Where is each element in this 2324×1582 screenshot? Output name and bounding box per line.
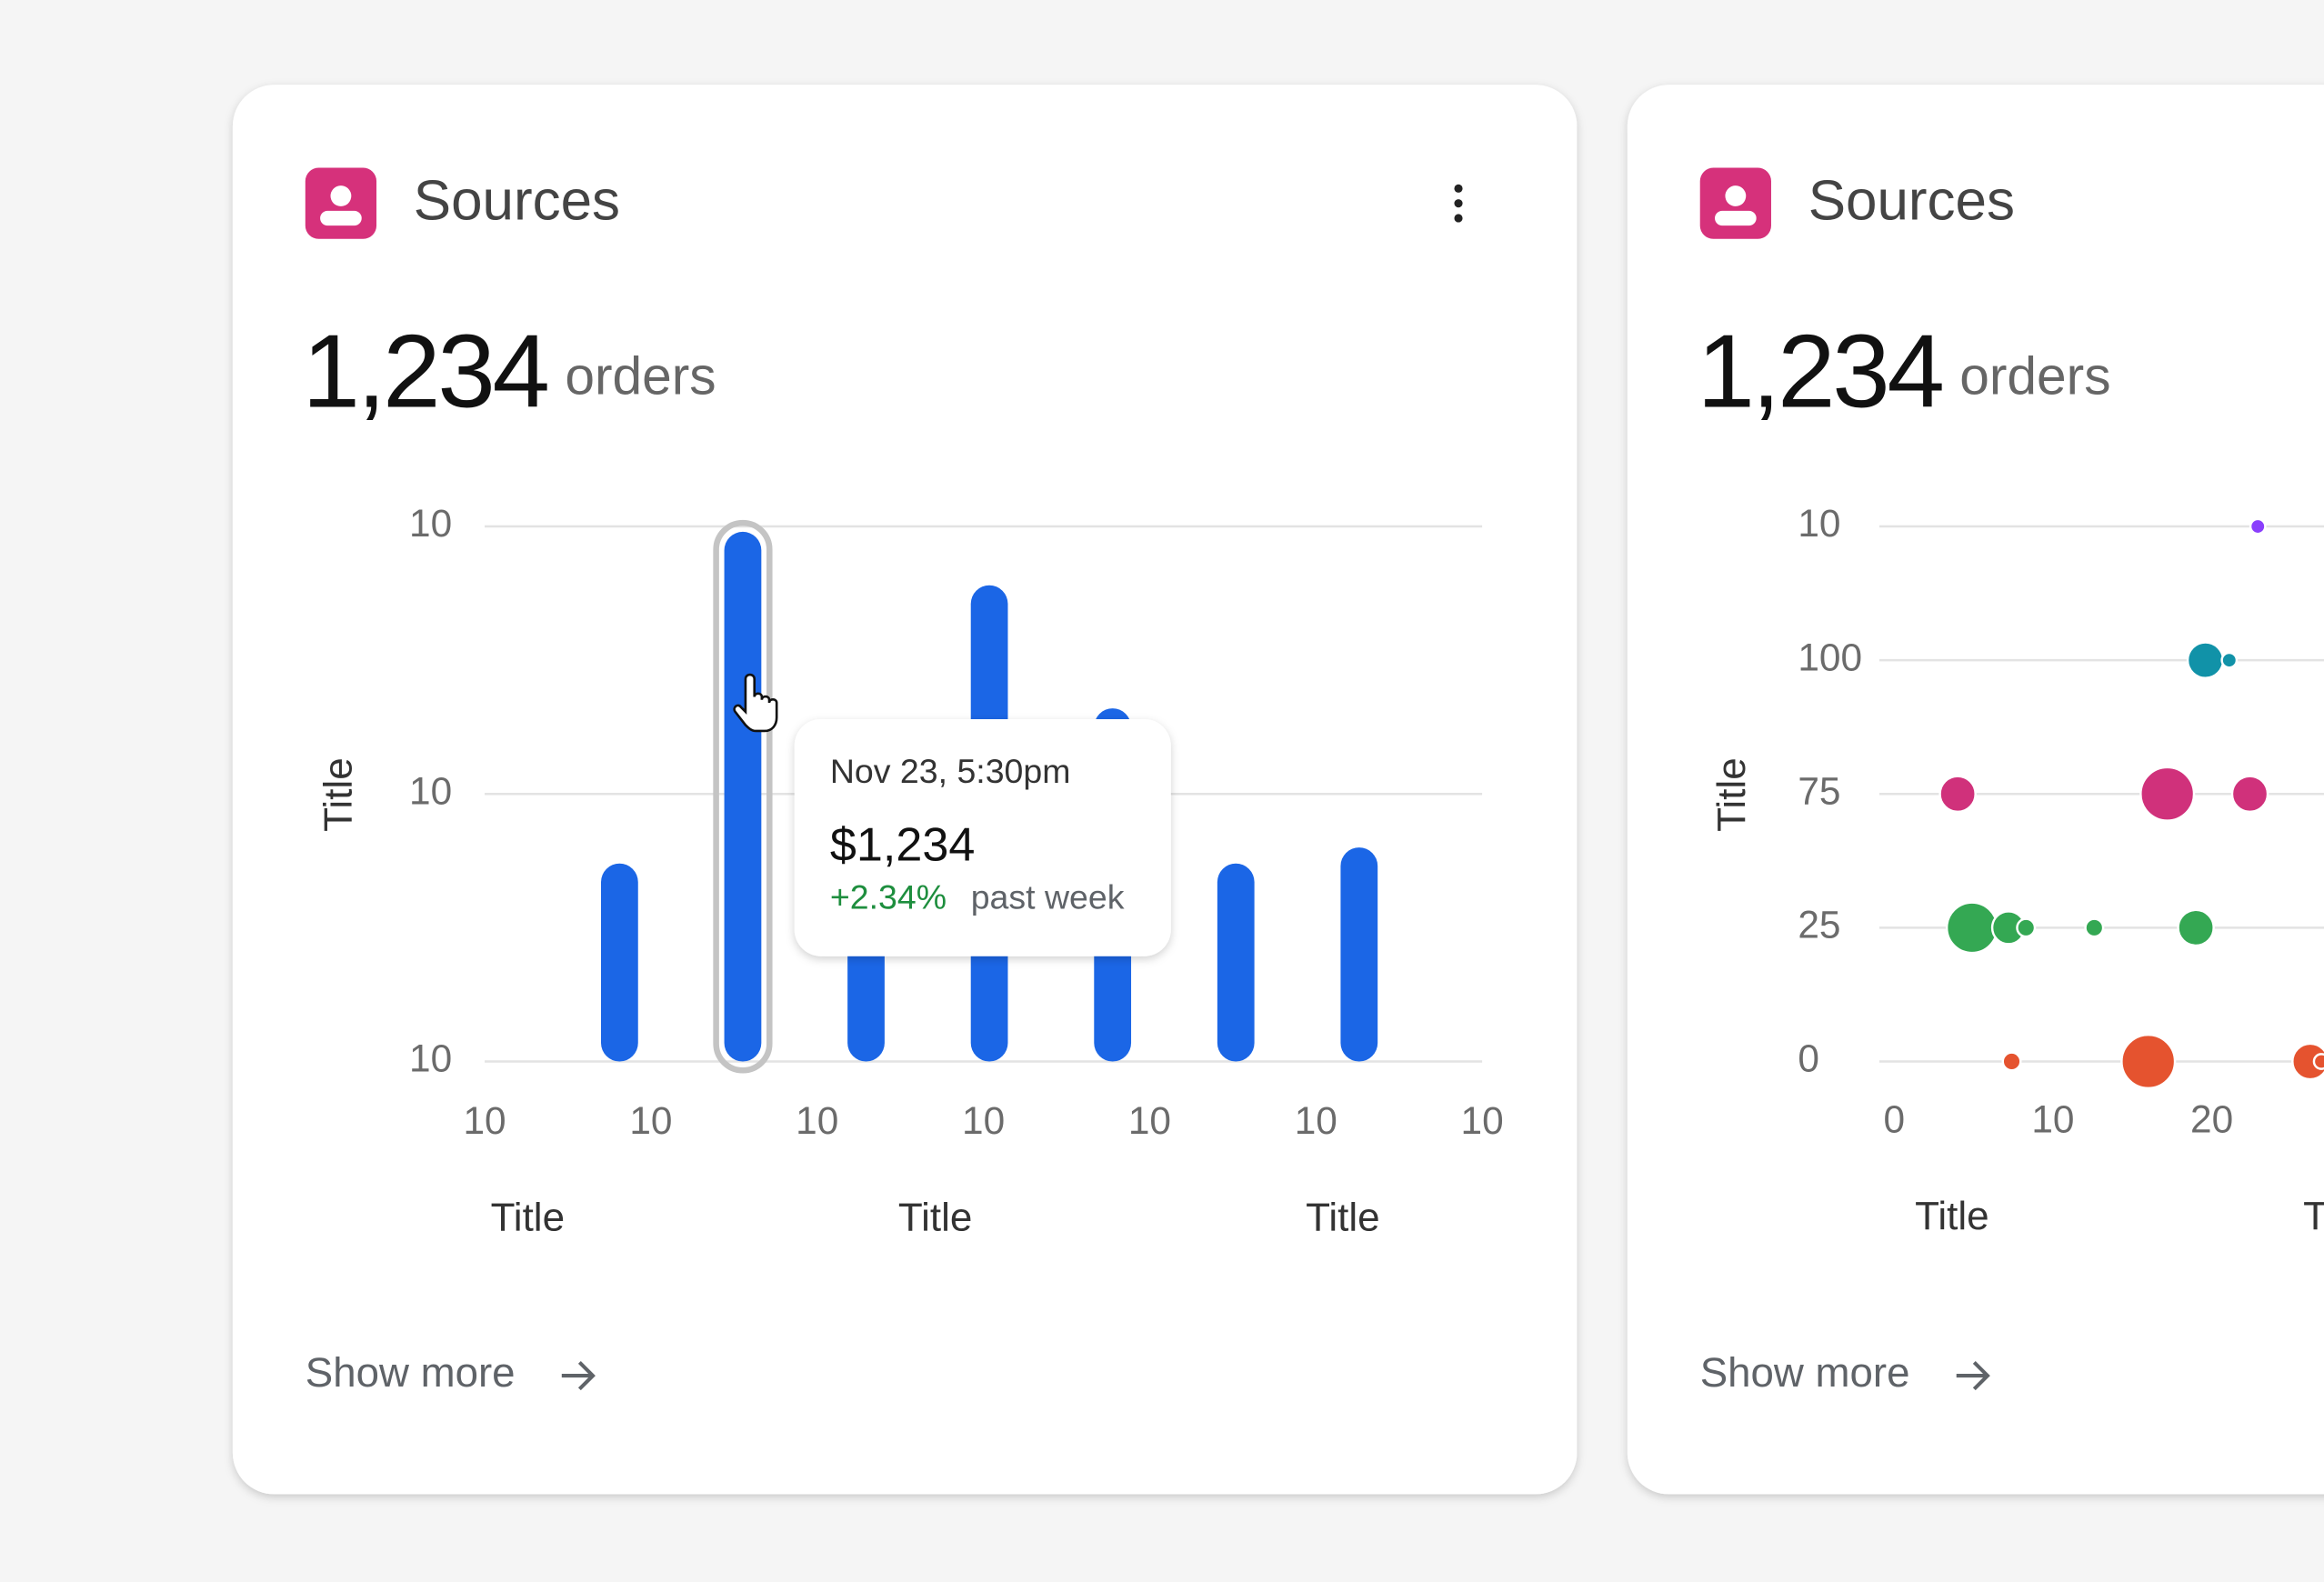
icon-head [1725, 185, 1747, 206]
bubble [2016, 917, 2037, 938]
show-more[interactable]: Show more [306, 1349, 516, 1396]
bar [601, 863, 638, 1062]
tooltip-date: Nov 23, 5:30pm [830, 752, 1071, 790]
bubble [2001, 1051, 2022, 1072]
metric-unit: orders [565, 346, 716, 406]
x-tick-label: 10 [1295, 1099, 1337, 1142]
menu-dot[interactable] [1454, 184, 1463, 193]
x-axis-title: Title [898, 1196, 973, 1240]
y-tick-label: 0 [1798, 1037, 1819, 1080]
show-more[interactable]: Show more [1700, 1349, 1910, 1396]
card-title: Sources [414, 170, 620, 233]
y-tick-label: 10 [1798, 502, 1840, 545]
bubble [2220, 651, 2239, 669]
metric: 1,234 orders [1697, 315, 2110, 430]
menu-dot[interactable] [1454, 199, 1463, 208]
bubble [2139, 766, 2196, 822]
icon-body [320, 210, 362, 226]
tooltip-period: past week [971, 878, 1125, 916]
y-tick-label: 25 [1798, 904, 1840, 946]
bubble [2230, 775, 2269, 814]
x-tick-label: 10 [2031, 1098, 2074, 1141]
bubble [2084, 917, 2105, 938]
metric-value: 1,234 [1697, 315, 1942, 430]
bubble [2186, 641, 2225, 679]
tooltip-box [794, 718, 1171, 956]
metric: 1,234 orders [303, 315, 716, 430]
x-axis-title: Title [491, 1196, 566, 1240]
tooltip-value: $1,234 [830, 819, 976, 872]
bubble [2120, 1033, 2177, 1090]
metric-unit: orders [1959, 346, 2110, 406]
bubble [1945, 901, 1998, 955]
bubble [1938, 775, 1977, 814]
y-tick-label: 10 [409, 502, 452, 545]
y-tick-label: 100 [1798, 636, 1862, 678]
icon-head [330, 185, 352, 206]
cursor [733, 673, 778, 733]
x-tick-label: 0 [1883, 1098, 1905, 1141]
x-tick-label: 10 [962, 1099, 1005, 1142]
y-axis-title: Title [1709, 757, 1754, 831]
arrow-icon [1956, 1360, 1990, 1391]
card-title: Sources [1808, 170, 2015, 233]
x-tick-label: 10 [1128, 1099, 1171, 1142]
metric-value: 1,234 [303, 315, 548, 430]
bubble [2249, 517, 2267, 536]
x-tick-label: 20 [2190, 1098, 2233, 1141]
tooltip-change: +2.34% [830, 878, 947, 916]
bar [1340, 847, 1378, 1062]
x-axis-title: Title [1306, 1196, 1380, 1240]
y-tick-label: 75 [1798, 769, 1840, 812]
card-icon [1699, 167, 1771, 239]
tooltip: Nov 23, 5:30pm $1,234 +2.34% past week [794, 718, 1171, 956]
icon-body [1715, 210, 1757, 226]
x-tick-label: 10 [629, 1099, 672, 1142]
y-axis-title: Title [316, 757, 361, 831]
bar-highlight [713, 519, 773, 1074]
bar [724, 531, 762, 1062]
bar [1217, 863, 1255, 1062]
bubble [2312, 1053, 2324, 1070]
y-tick-label: 10 [409, 769, 452, 812]
bubble [2291, 1042, 2324, 1081]
x-tick-label: 10 [463, 1099, 506, 1142]
x-tick-label: 10 [1461, 1099, 1504, 1142]
x-tick-label: 10 [796, 1099, 838, 1142]
x-axis-title: Title [2303, 1194, 2324, 1238]
x-axis-title: Title [1915, 1194, 1988, 1238]
bubble [2177, 908, 2215, 947]
y-tick-label: 10 [409, 1037, 452, 1080]
content: Sources 1,234 orders Show more Sources 1,234 o… [303, 167, 2324, 1396]
arrow-icon [561, 1360, 596, 1391]
menu-dot[interactable] [1454, 214, 1463, 223]
card-icon [305, 167, 377, 239]
